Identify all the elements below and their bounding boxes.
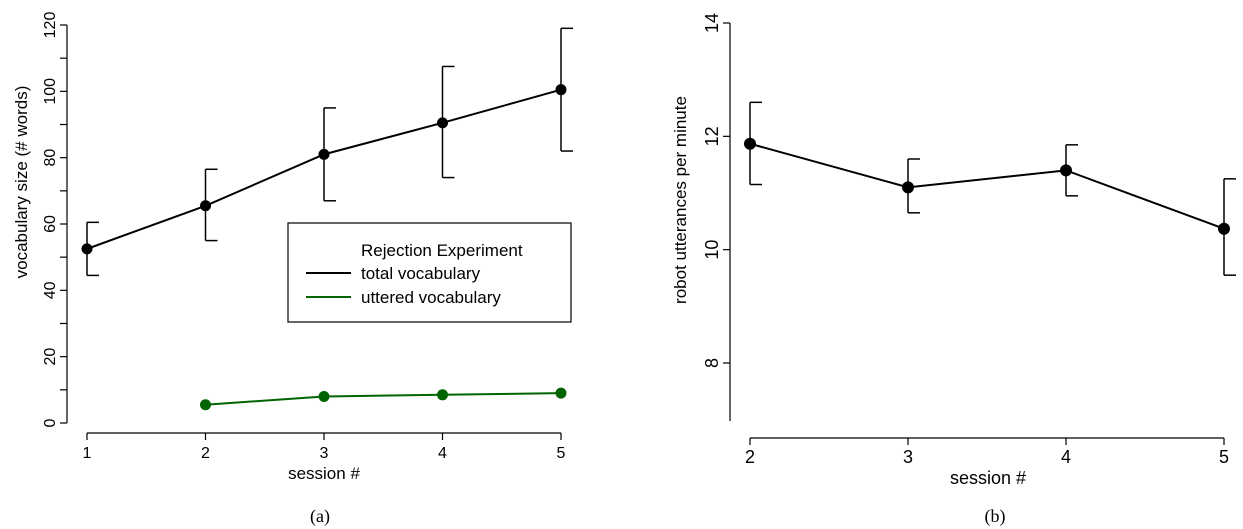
panel-b-x-tick-label: 2 [745,447,755,467]
panel-a-point-uttered-vocabulary [555,387,567,399]
panel-a-point-total-vocabulary [81,243,93,255]
legend-title: Rejection Experiment [361,241,523,260]
panel-a-y-axis-label: vocabulary size (# words) [12,86,31,279]
panel-b-axes: 8 10 12 14 2 3 4 5 [702,13,1229,467]
panel-b-point-series-0 [1218,222,1230,235]
panel-a-point-total-vocabulary [437,117,448,129]
panel-a-x-tick-label: 4 [438,445,447,462]
panel-b-point-series-0 [902,181,914,194]
panel-a-point-uttered-vocabulary [318,390,330,402]
panel-a-x-tick-label: 5 [557,445,566,462]
panel-a-y-tick-label: 120 [42,12,59,39]
panel-a-y-tick-label: 80 [42,149,59,167]
panel-a-x-axis-label: session # [288,464,360,483]
panel-b-caption: (b) [985,506,1006,527]
panel-b-x-tick-label: 3 [903,447,913,467]
panel-a-line-uttered-vocabulary [205,392,562,406]
panel-b-x-tick-label: 5 [1219,447,1229,467]
panel-b-y-tick-label: 10 [702,240,722,260]
panel-a-point-total-vocabulary [318,148,330,160]
panel-a-x-tick-label: 2 [201,445,210,462]
legend-label-total-vocabulary: total vocabulary [361,264,481,283]
panel-a-x-tick-label: 3 [320,445,329,462]
panel-b-y-tick-label: 12 [702,126,722,146]
legend: Rejection Experiment total vocabulary ut… [287,222,572,323]
panel-b-y-tick-label: 8 [702,358,722,368]
panel-a-point-total-vocabulary [555,84,567,96]
panel-a-point-uttered-vocabulary [200,399,211,411]
legend-label-uttered-vocabulary: uttered vocabulary [361,288,501,307]
panel-a-marks [81,27,573,411]
panel-b-point-series-0 [1060,164,1072,177]
panel-b-x-axis-label: session # [950,468,1026,488]
panel-b-y-tick-label: 14 [702,13,722,33]
panel-b-point-series-0 [744,137,756,150]
panel-b-line-series-0 [749,142,1225,230]
panel-a-caption: (a) [310,506,330,527]
panel-a-point-total-vocabulary [200,200,211,212]
panel-b: 8 10 12 14 2 3 4 5 session # robot utterances p… [671,13,1236,527]
panel-a-point-uttered-vocabulary [437,389,448,401]
panel-b-marks [744,101,1236,276]
panel-b-y-axis-label: robot utterances per minute [671,96,690,304]
panel-a-x-tick-label: 1 [83,445,92,462]
panel-a-y-tick-label: 0 [42,418,59,427]
panel-a-y-tick-label: 20 [42,348,59,366]
panel-a-y-tick-label: 40 [42,281,59,299]
panel-a-axes: 0 20 40 60 80 100 120 1 2 3 4 5 [42,12,566,462]
panel-a-y-tick-label: 60 [42,215,59,233]
panel-b-x-tick-label: 4 [1061,447,1071,467]
panel-a: 0 20 40 60 80 100 120 1 2 3 4 5 session # vocabular… [12,12,573,527]
panel-a-y-tick-label: 100 [42,78,59,105]
